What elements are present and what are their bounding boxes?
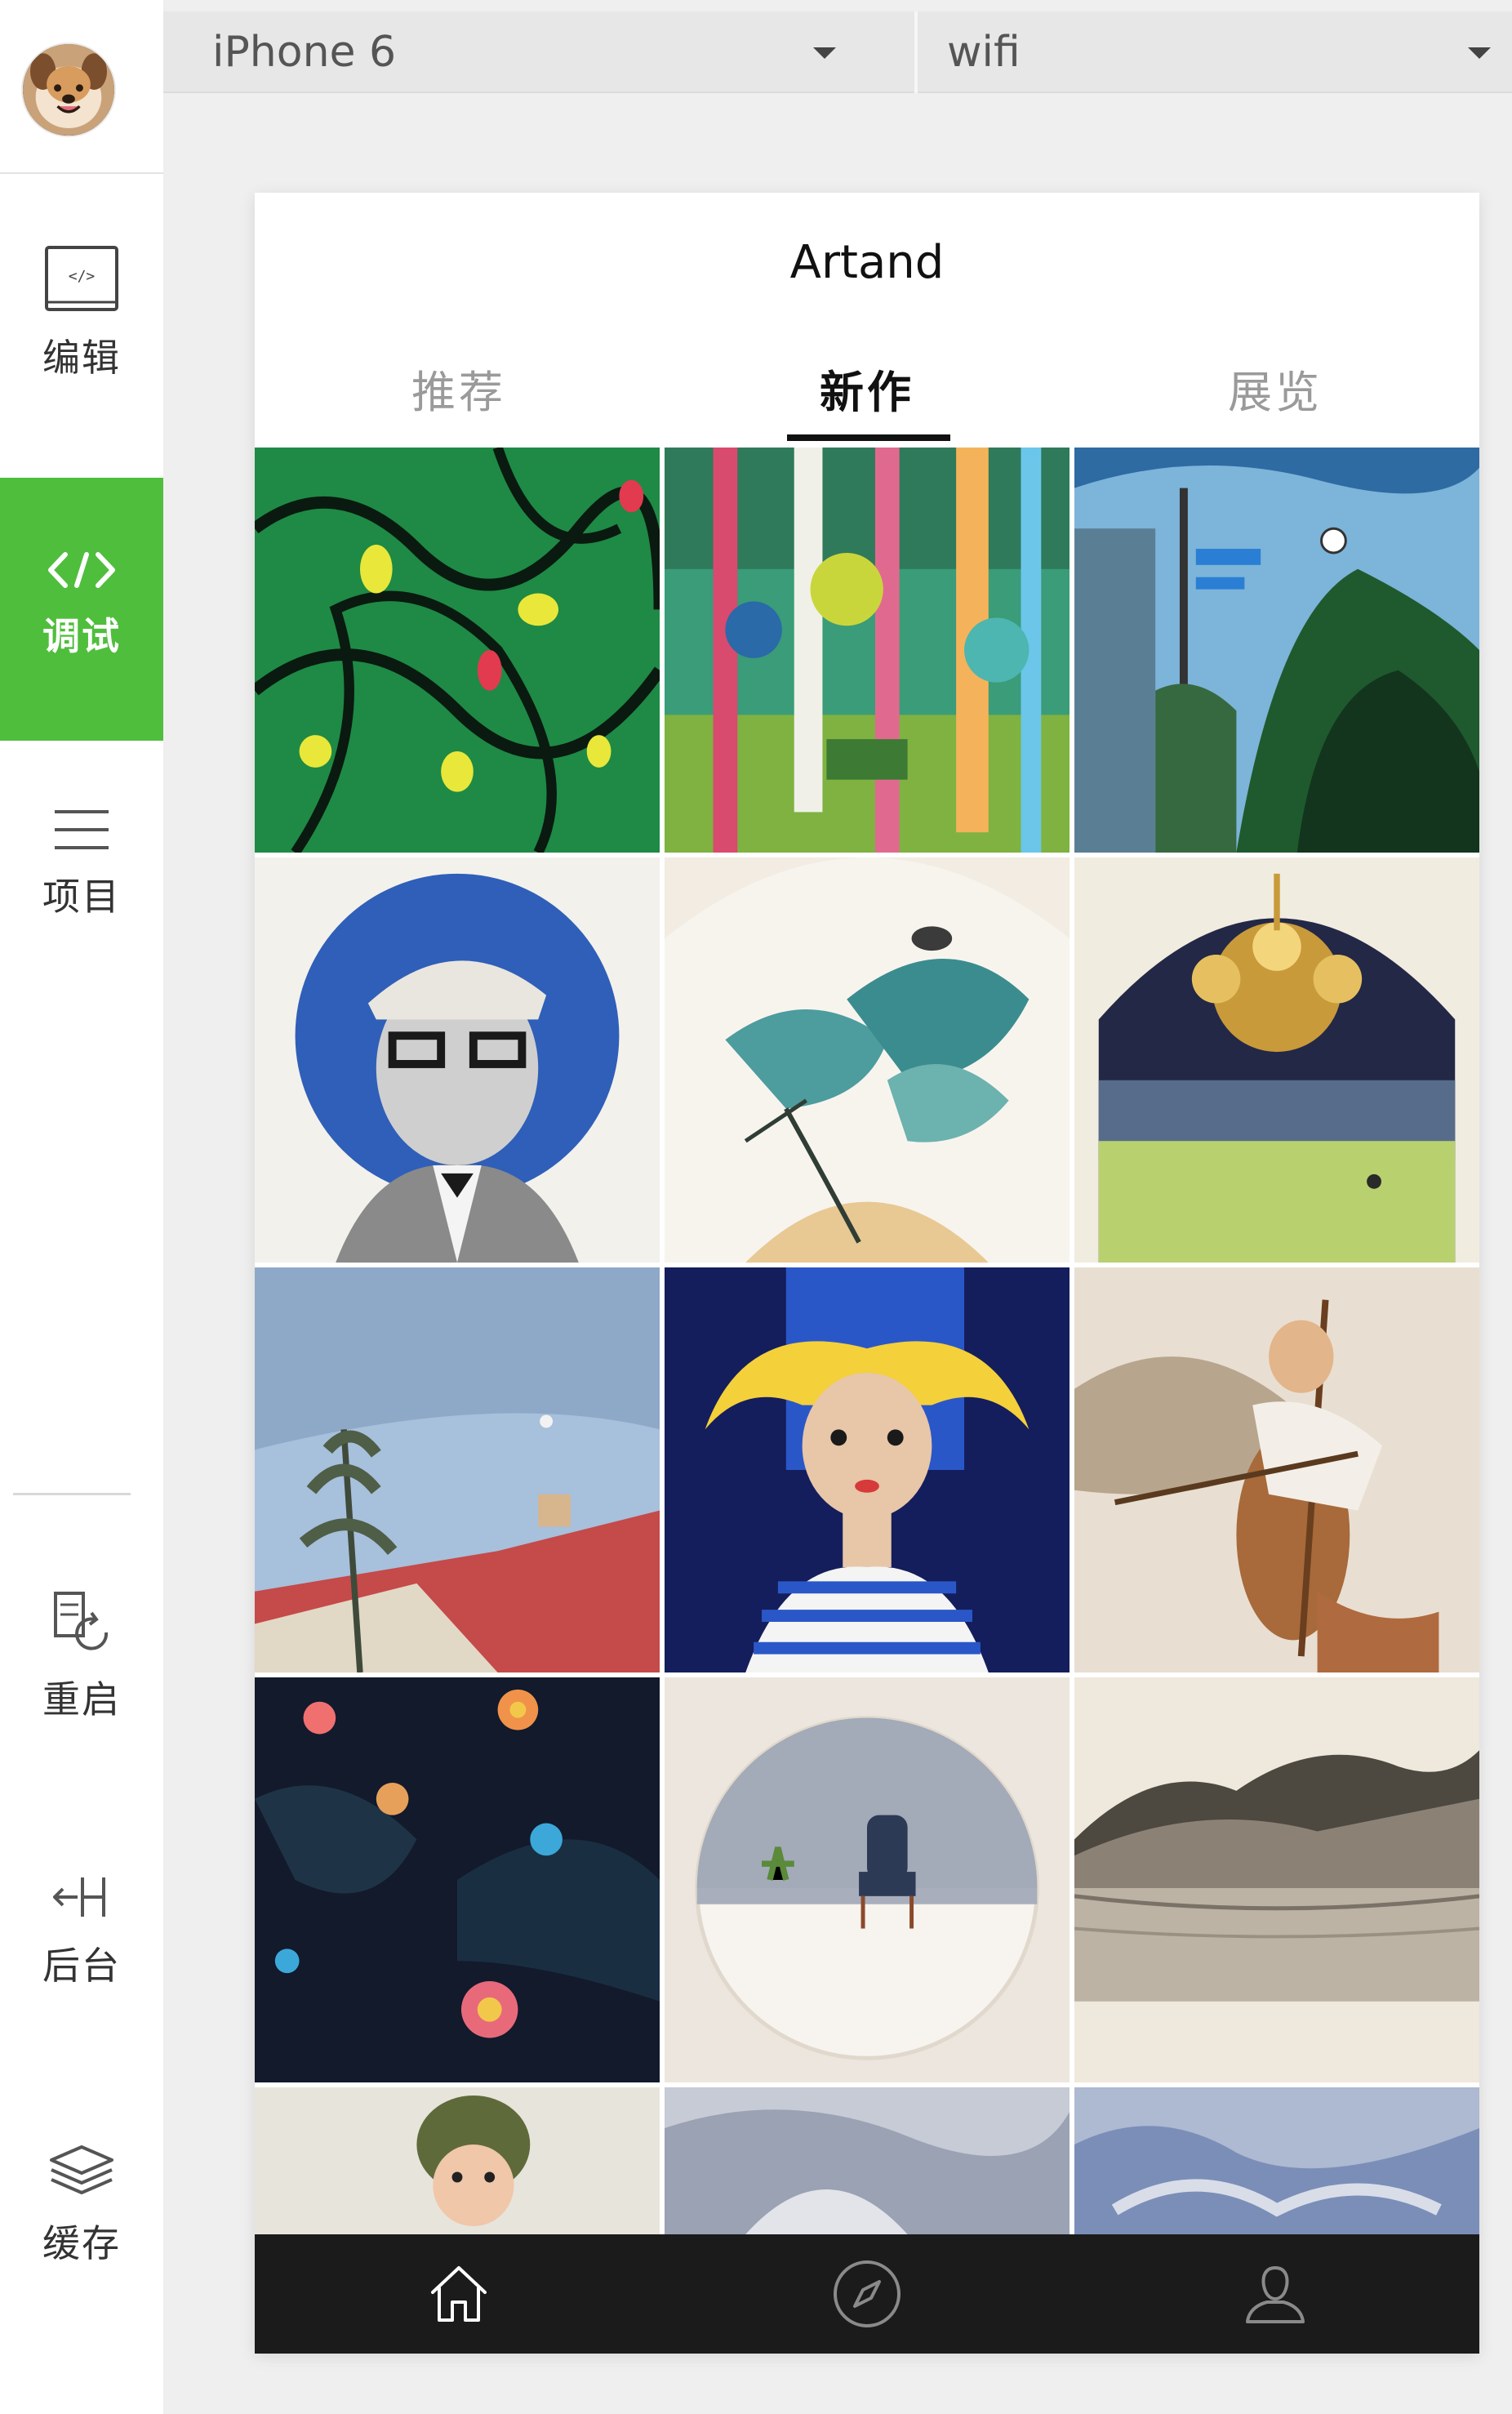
sidebar-item-label: 重启 bbox=[42, 1677, 121, 1721]
page-title: Artand bbox=[789, 235, 945, 289]
sidebar-item-label: 缓存 bbox=[42, 2221, 121, 2265]
artwork-tile[interactable] bbox=[665, 2087, 1070, 2234]
sidebar-item-cache[interactable]: 缓存 bbox=[0, 2144, 163, 2307]
tab-new-works[interactable]: 新作 bbox=[820, 366, 914, 418]
tab-recommend[interactable]: 推荐 bbox=[411, 366, 506, 418]
sidebar-item-label: 调试 bbox=[42, 614, 121, 658]
tabbar-home[interactable] bbox=[255, 2234, 663, 2354]
colorful-forest-painting bbox=[665, 448, 1070, 853]
dark-flowers-painting bbox=[255, 1677, 660, 2082]
sidebar-item-project[interactable]: 项目 bbox=[0, 808, 163, 972]
artwork-tile[interactable] bbox=[255, 1267, 660, 1672]
network-select[interactable]: wifi bbox=[914, 11, 1512, 93]
menu-lines-icon bbox=[55, 810, 109, 849]
artwork-tile[interactable] bbox=[1074, 1267, 1479, 1672]
artwork-tile[interactable] bbox=[665, 857, 1070, 1263]
sidebar-item-backend[interactable]: 后台 bbox=[0, 1874, 163, 2038]
sidebar: </> 编辑 调试 项目 bbox=[0, 0, 163, 2414]
dog-avatar-icon bbox=[23, 44, 114, 136]
phone-screen: Artand 推荐 新作 展览 bbox=[255, 193, 1479, 2354]
grey-abstract-painting bbox=[665, 2087, 1070, 2234]
user-icon bbox=[1246, 2265, 1305, 2323]
device-select[interactable]: iPhone 6 bbox=[212, 11, 857, 93]
sidebar-divider bbox=[13, 1493, 131, 1495]
device-select-value: iPhone 6 bbox=[212, 28, 397, 77]
tabbar-discover[interactable] bbox=[663, 2234, 1071, 2354]
artwork-tile[interactable] bbox=[665, 1677, 1070, 2082]
artwork-tile[interactable] bbox=[665, 448, 1070, 853]
bottom-tab-bar bbox=[255, 2234, 1479, 2354]
chevron-down-icon bbox=[1468, 47, 1491, 59]
blue-abstract-painting bbox=[1074, 2087, 1479, 2234]
watercolor-portrait-man bbox=[255, 857, 660, 1263]
backend-split-icon bbox=[53, 1877, 105, 1917]
code-window-icon: </> bbox=[45, 246, 118, 311]
sidebar-item-label: 后台 bbox=[42, 1944, 121, 1988]
artwork-tile[interactable] bbox=[255, 2087, 660, 2234]
sidebar-item-edit[interactable]: </> 编辑 bbox=[0, 245, 163, 425]
tabbar-profile[interactable] bbox=[1071, 2234, 1479, 2354]
simulator-toolbar: iPhone 6 wifi bbox=[163, 11, 1512, 93]
artwork-tile[interactable] bbox=[665, 1267, 1070, 1672]
sidebar-item-debug[interactable]: 调试 bbox=[0, 478, 163, 741]
blonde-girl-painting bbox=[665, 1267, 1070, 1672]
boy-helmet-painting bbox=[255, 2087, 660, 2234]
active-tab-indicator bbox=[787, 434, 950, 441]
code-brackets-icon bbox=[48, 552, 115, 588]
compass-icon bbox=[834, 2260, 901, 2327]
cellist-watercolor bbox=[1074, 1267, 1479, 1672]
artwork-tile[interactable] bbox=[1074, 2087, 1479, 2234]
green-abstract-painting bbox=[255, 448, 660, 853]
sidebar-item-label: 编辑 bbox=[42, 336, 121, 380]
artwork-tile[interactable] bbox=[1074, 1677, 1479, 2082]
chandelier-watercolor bbox=[1074, 857, 1479, 1263]
ink-landscape-painting bbox=[1074, 1677, 1479, 2082]
tab-bar-top: 推荐 新作 展览 bbox=[255, 332, 1479, 444]
artwork-tile[interactable] bbox=[1074, 857, 1479, 1263]
sidebar-item-restart[interactable]: 重启 bbox=[0, 1588, 163, 1752]
chevron-down-icon bbox=[813, 47, 836, 59]
layers-icon bbox=[50, 2145, 113, 2194]
chair-round-painting bbox=[665, 1677, 1070, 2082]
ink-lotus-fan-painting bbox=[665, 857, 1070, 1263]
avatar[interactable] bbox=[21, 42, 116, 137]
artwork-tile[interactable] bbox=[255, 448, 660, 853]
artwork-grid bbox=[255, 448, 1479, 2234]
sidebar-item-label: 项目 bbox=[42, 875, 121, 919]
sky-tree-roof-painting bbox=[255, 1267, 660, 1672]
restart-icon bbox=[54, 1592, 109, 1650]
home-icon bbox=[431, 2266, 487, 2322]
tab-exhibitions[interactable]: 展览 bbox=[1228, 366, 1323, 418]
svg-text:</>: </> bbox=[69, 268, 96, 285]
artwork-tile[interactable] bbox=[1074, 448, 1479, 853]
network-select-value: wifi bbox=[947, 28, 1021, 77]
avatar-section bbox=[0, 0, 163, 174]
street-trees-painting bbox=[1074, 448, 1479, 853]
artwork-tile[interactable] bbox=[255, 1677, 660, 2082]
artwork-tile[interactable] bbox=[255, 857, 660, 1263]
